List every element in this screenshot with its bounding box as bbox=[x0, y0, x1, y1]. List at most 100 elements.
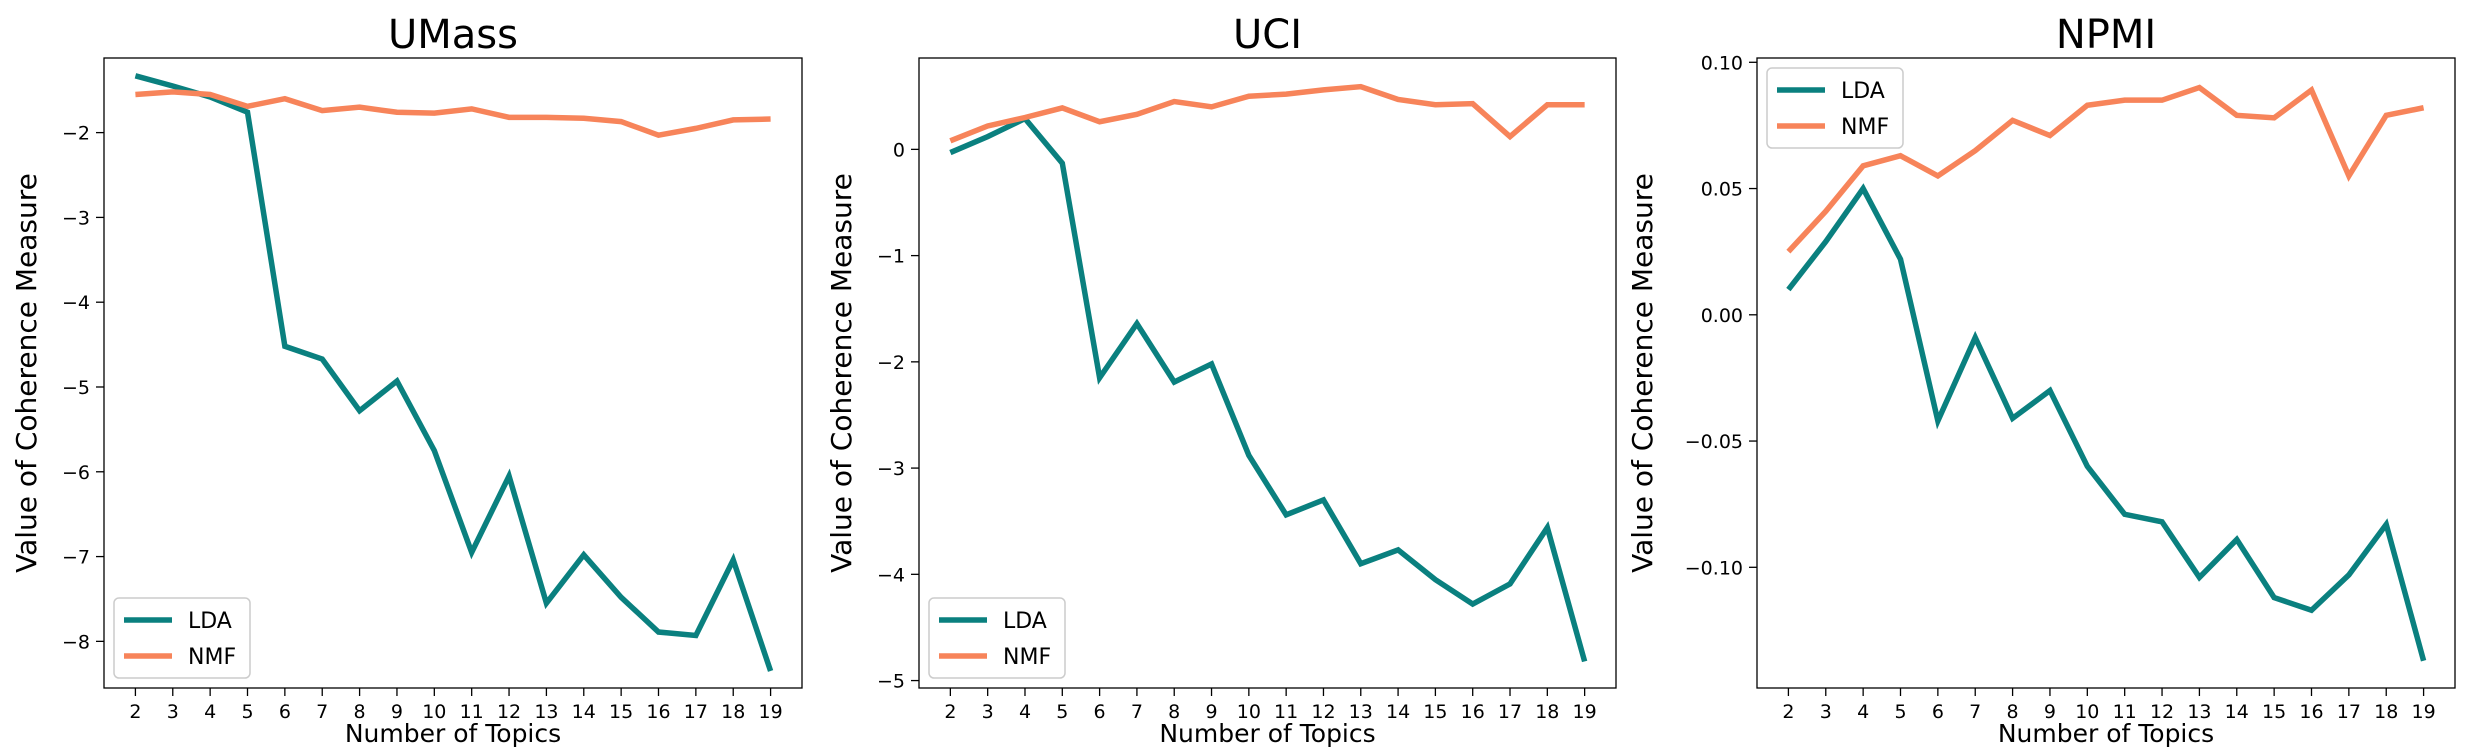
x-tick-label: 14 bbox=[572, 701, 596, 723]
x-axis-label: Number of Topics bbox=[1159, 719, 1375, 747]
x-tick-label: 9 bbox=[1205, 701, 1217, 723]
legend-label-lda: LDA bbox=[1003, 609, 1047, 634]
x-tick-label: 19 bbox=[1573, 701, 1597, 723]
x-tick-label: 11 bbox=[2113, 701, 2137, 723]
y-tick-label: −4 bbox=[877, 564, 905, 586]
legend: LDA NMF bbox=[1766, 67, 1904, 149]
plot-frame bbox=[1756, 57, 2456, 689]
plot-frame bbox=[103, 57, 803, 689]
x-tick-label: 10 bbox=[1237, 701, 1261, 723]
x-tick-label: 19 bbox=[758, 701, 782, 723]
x-axis-label: Number of Topics bbox=[345, 719, 561, 747]
legend-label-lda: LDA bbox=[188, 609, 232, 634]
y-tick-label: −7 bbox=[62, 547, 90, 569]
x-tick-label: 11 bbox=[460, 701, 484, 723]
x-tick-label: 14 bbox=[2225, 701, 2249, 723]
y-tick-label: −4 bbox=[62, 292, 90, 314]
x-tick-label: 10 bbox=[2075, 701, 2099, 723]
y-axis-label: Value of Coherence Measure bbox=[10, 173, 43, 573]
x-tick-label: 14 bbox=[1386, 701, 1410, 723]
legend-label-nmf: NMF bbox=[1841, 115, 1889, 140]
x-tick-label: 15 bbox=[1423, 701, 1447, 723]
x-tick-label: 7 bbox=[1131, 701, 1143, 723]
x-tick-label: 3 bbox=[982, 701, 994, 723]
legend: LDA NMF bbox=[928, 597, 1066, 679]
x-tick-label: 8 bbox=[2007, 701, 2019, 723]
x-tick-label: 6 bbox=[1932, 701, 1944, 723]
x-tick-label: 8 bbox=[1168, 701, 1180, 723]
x-tick-label: 7 bbox=[1969, 701, 1981, 723]
x-tick-label: 17 bbox=[684, 701, 708, 723]
legend-label-lda: LDA bbox=[1841, 79, 1885, 104]
y-tick-label: 0 bbox=[893, 139, 905, 161]
chart-panel-umass: UMass 2 3 4 5 6 7 8 9 10 11 12 13 14 15 16 17 18 19 −8 −7 −6 −… bbox=[10, 12, 803, 747]
x-tick-label: 18 bbox=[721, 701, 745, 723]
y-tick-label: −6 bbox=[62, 462, 90, 484]
x-tick-label: 6 bbox=[1094, 701, 1106, 723]
x-tick-label: 4 bbox=[204, 701, 216, 723]
x-tick-label: 2 bbox=[944, 701, 956, 723]
x-tick-label: 18 bbox=[2374, 701, 2398, 723]
legend-label-nmf: NMF bbox=[188, 645, 236, 670]
x-tick-label: 5 bbox=[1056, 701, 1068, 723]
x-tick-label: 13 bbox=[1349, 701, 1373, 723]
x-tick-label: 12 bbox=[2150, 701, 2174, 723]
series-line-lda bbox=[134, 73, 774, 672]
x-tick-label: 12 bbox=[497, 701, 521, 723]
series-line-nmf bbox=[949, 83, 1585, 144]
x-tick-label: 18 bbox=[1535, 701, 1559, 723]
chart-title: UMass bbox=[388, 12, 518, 58]
x-tick-label: 3 bbox=[167, 701, 179, 723]
legend: LDA NMF bbox=[113, 597, 251, 679]
y-tick-label: −2 bbox=[62, 123, 90, 145]
chart-title: UCI bbox=[1233, 12, 1302, 58]
chart-title: NPMI bbox=[2056, 12, 2156, 58]
x-tick-label: 12 bbox=[1311, 701, 1335, 723]
x-tick-label: 2 bbox=[1782, 701, 1794, 723]
legend-label-nmf: NMF bbox=[1003, 645, 1051, 670]
x-tick-label: 5 bbox=[1894, 701, 1906, 723]
y-tick-label: 0.10 bbox=[1701, 52, 1743, 74]
chart-panel-uci: UCI 2 3 4 5 6 7 8 9 10 11 12 13 14 15 16 17 18 19 −5 −4 −3 −2 −… bbox=[825, 12, 1617, 747]
x-tick-label: 17 bbox=[2337, 701, 2361, 723]
chart-panel-npmi: NPMI 2 3 4 5 6 7 8 9 10 11 12 13 14 15 16 17 18 19 −0.10 −0.… bbox=[1626, 12, 2456, 747]
x-tick-label: 5 bbox=[241, 701, 253, 723]
y-tick-label: −0.10 bbox=[1685, 557, 1743, 579]
y-tick-label: −1 bbox=[877, 246, 905, 268]
x-tick-label: 10 bbox=[422, 701, 446, 723]
x-tick-label: 13 bbox=[534, 701, 558, 723]
y-tick-label: −0.05 bbox=[1685, 431, 1743, 453]
x-tick-label: 16 bbox=[2299, 701, 2323, 723]
y-tick-label: −5 bbox=[62, 377, 90, 399]
y-tick-label: −8 bbox=[62, 631, 90, 653]
plot-frame bbox=[918, 57, 1617, 689]
x-tick-label: 19 bbox=[2411, 701, 2435, 723]
x-tick-label: 7 bbox=[316, 701, 328, 723]
y-axis-label: Value of Coherence Measure bbox=[825, 173, 858, 573]
x-tick-label: 17 bbox=[1498, 701, 1522, 723]
x-tick-label: 8 bbox=[354, 701, 366, 723]
y-tick-label: −3 bbox=[62, 207, 90, 229]
x-tick-label: 6 bbox=[279, 701, 291, 723]
y-tick-label: 0.00 bbox=[1701, 305, 1743, 327]
x-tick-label: 15 bbox=[609, 701, 633, 723]
x-tick-label: 16 bbox=[646, 701, 670, 723]
x-tick-label: 11 bbox=[1274, 701, 1298, 723]
x-tick-label: 16 bbox=[1461, 701, 1485, 723]
x-tick-label: 9 bbox=[2044, 701, 2056, 723]
x-tick-label: 4 bbox=[1857, 701, 1869, 723]
series-line-lda bbox=[949, 115, 1588, 663]
x-tick-label: 4 bbox=[1019, 701, 1031, 723]
y-tick-label: −5 bbox=[877, 671, 905, 693]
x-axis-label: Number of Topics bbox=[1998, 719, 2214, 747]
x-tick-label: 13 bbox=[2187, 701, 2211, 723]
x-tick-label: 15 bbox=[2262, 701, 2286, 723]
x-tick-label: 9 bbox=[391, 701, 403, 723]
x-tick-label: 3 bbox=[1820, 701, 1832, 723]
y-tick-label: −3 bbox=[877, 458, 905, 480]
y-tick-label: 0.05 bbox=[1701, 179, 1743, 201]
series-line-nmf bbox=[135, 89, 771, 138]
series-line-nmf bbox=[1786, 84, 2425, 254]
x-tick-label: 2 bbox=[129, 701, 141, 723]
